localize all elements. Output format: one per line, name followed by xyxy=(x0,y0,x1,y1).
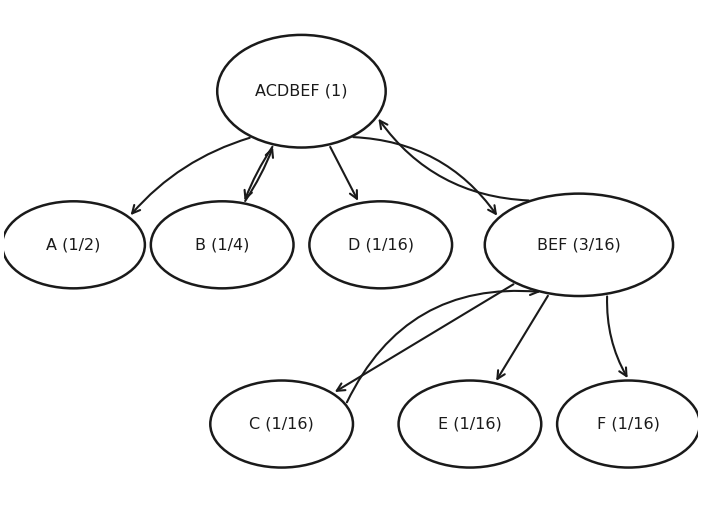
Ellipse shape xyxy=(310,201,452,288)
Ellipse shape xyxy=(399,380,541,468)
Text: D (1/16): D (1/16) xyxy=(347,237,413,252)
Ellipse shape xyxy=(217,35,385,147)
Ellipse shape xyxy=(557,380,700,468)
Ellipse shape xyxy=(211,380,353,468)
Ellipse shape xyxy=(151,201,293,288)
Text: BEF (3/16): BEF (3/16) xyxy=(537,237,621,252)
Text: ACDBEF (1): ACDBEF (1) xyxy=(256,84,347,98)
Ellipse shape xyxy=(2,201,145,288)
Text: B (1/4): B (1/4) xyxy=(195,237,249,252)
Text: F (1/16): F (1/16) xyxy=(597,417,660,432)
Text: A (1/2): A (1/2) xyxy=(46,237,100,252)
Ellipse shape xyxy=(485,193,673,296)
Text: E (1/16): E (1/16) xyxy=(438,417,502,432)
Text: C (1/16): C (1/16) xyxy=(249,417,314,432)
